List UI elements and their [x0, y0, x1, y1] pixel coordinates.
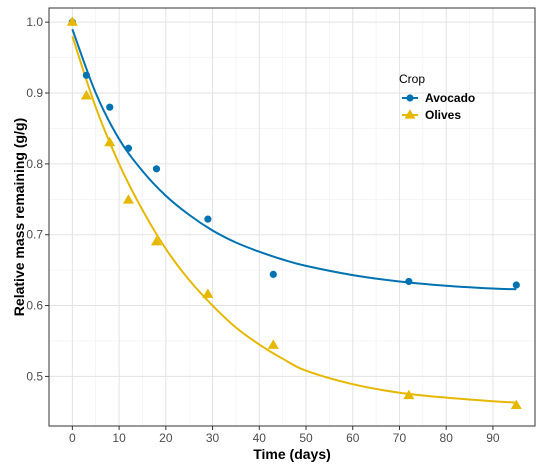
- y-tick-label: 0.6: [26, 299, 43, 313]
- x-tick-label: 50: [299, 431, 313, 445]
- avocado-fit-line: [71, 28, 517, 291]
- avocado-point: [512, 281, 520, 289]
- x-tick-label: 80: [440, 431, 454, 445]
- x-axis-title: Time (days): [253, 446, 331, 462]
- x-tick-label: 90: [486, 431, 500, 445]
- olives-point: [104, 136, 116, 147]
- y-tick-label: 0.9: [26, 86, 43, 100]
- y-tick-label: 1.0: [26, 15, 43, 29]
- olives-point: [267, 339, 279, 349]
- legend-key-olives: [404, 109, 416, 119]
- x-tick-label: 0: [69, 431, 76, 445]
- x-tick-label: 40: [253, 431, 267, 445]
- olives-point: [202, 288, 214, 298]
- y-tick-label: 0.8: [26, 157, 43, 171]
- legend-key-avocado: [406, 94, 414, 102]
- y-tick-label: 0.7: [26, 228, 43, 242]
- olives-fit-line: [71, 36, 517, 404]
- avocado-point: [152, 165, 161, 173]
- y-tick-label: 0.5: [26, 369, 43, 383]
- avocado-point: [82, 71, 90, 79]
- legend-label-avocado: Avocado: [425, 91, 475, 105]
- avocado-point: [269, 270, 277, 278]
- x-tick-label: 60: [346, 431, 360, 445]
- avocado-point: [124, 144, 133, 152]
- avocado-point: [204, 215, 212, 223]
- olives-point: [66, 16, 78, 26]
- avocado-point: [106, 103, 114, 111]
- x-tick-label: 10: [112, 431, 126, 445]
- x-tick-label: 70: [393, 431, 407, 445]
- legend: Crop Avocado Olives: [399, 72, 475, 122]
- x-tick-label: 30: [206, 431, 220, 445]
- olives-point: [150, 236, 162, 246]
- x-tick-label: 20: [159, 431, 173, 445]
- data-points: [66, 16, 522, 410]
- x-axis: 0 10 20 30 40 50 60 70 80 90: [69, 426, 500, 445]
- legend-label-olives: Olives: [425, 108, 461, 122]
- y-axis: 0.5 0.6 0.7 0.8 0.9 1.0: [26, 15, 49, 383]
- plot-border: [48, 7, 536, 427]
- olives-point: [80, 90, 92, 100]
- olives-point: [403, 389, 415, 400]
- fit-lines: [71, 28, 517, 404]
- avocado-point: [405, 277, 413, 286]
- olives-point: [122, 194, 134, 204]
- legend-title: Crop: [399, 72, 425, 86]
- olives-point: [510, 399, 522, 410]
- y-axis-title: Relative mass remaining (g/g): [11, 118, 27, 316]
